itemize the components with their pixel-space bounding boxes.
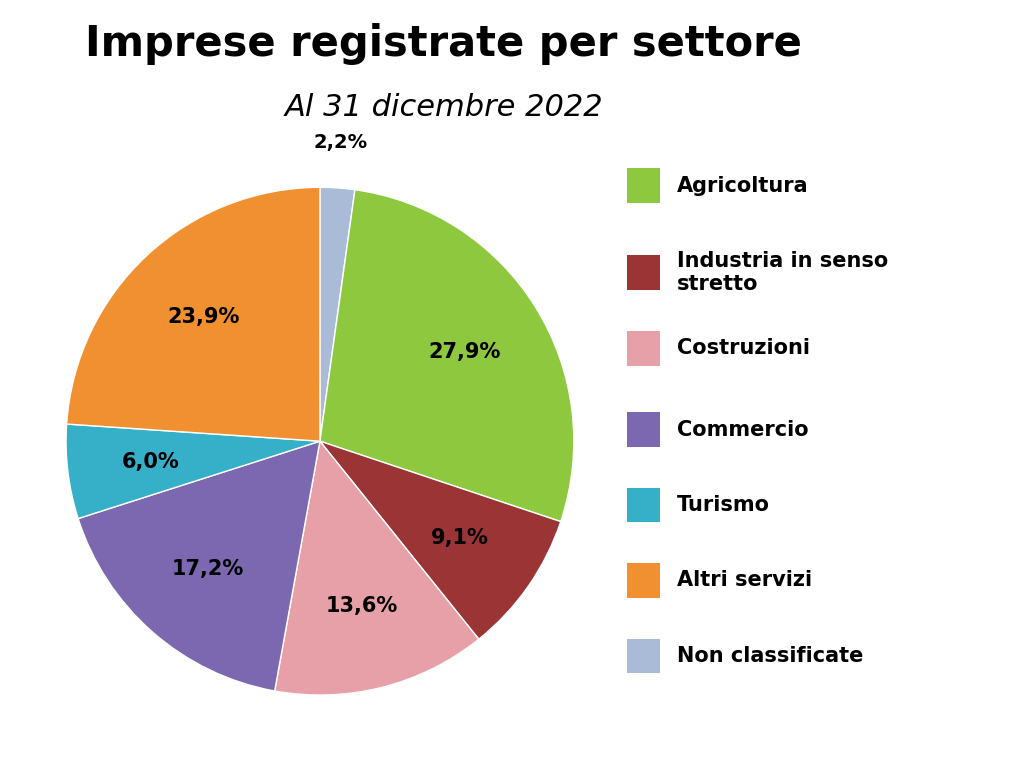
Text: 2,2%: 2,2%: [314, 133, 367, 152]
Text: Imprese registrate per settore: Imprese registrate per settore: [86, 23, 802, 65]
Text: 13,6%: 13,6%: [326, 596, 398, 616]
FancyBboxPatch shape: [627, 412, 660, 447]
Wedge shape: [67, 187, 320, 441]
Wedge shape: [320, 187, 355, 441]
Wedge shape: [275, 441, 479, 695]
Text: Turismo: Turismo: [677, 495, 770, 515]
Text: 17,2%: 17,2%: [171, 559, 244, 579]
Text: Agricoltura: Agricoltura: [677, 176, 809, 196]
Text: 23,9%: 23,9%: [167, 307, 240, 327]
Text: 9,1%: 9,1%: [430, 529, 488, 549]
Wedge shape: [320, 441, 560, 639]
Wedge shape: [320, 190, 574, 522]
Text: Non classificate: Non classificate: [677, 646, 864, 666]
FancyBboxPatch shape: [627, 488, 660, 522]
Text: Altri servizi: Altri servizi: [677, 570, 812, 591]
Text: Commercio: Commercio: [677, 420, 809, 440]
Wedge shape: [78, 441, 320, 691]
FancyBboxPatch shape: [627, 255, 660, 290]
Text: Industria in senso
stretto: Industria in senso stretto: [677, 252, 889, 294]
Text: 6,0%: 6,0%: [122, 452, 180, 471]
Text: Costruzioni: Costruzioni: [677, 338, 810, 358]
Text: Al 31 dicembre 2022: Al 31 dicembre 2022: [285, 93, 603, 122]
FancyBboxPatch shape: [627, 639, 660, 673]
Wedge shape: [66, 424, 320, 519]
FancyBboxPatch shape: [627, 331, 660, 366]
FancyBboxPatch shape: [627, 169, 660, 203]
Text: 27,9%: 27,9%: [428, 341, 501, 361]
FancyBboxPatch shape: [627, 563, 660, 598]
